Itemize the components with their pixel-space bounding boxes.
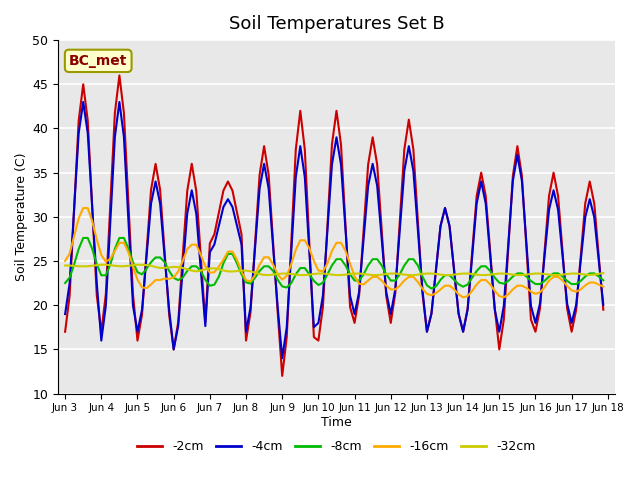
-2cm	[441, 205, 449, 211]
-32cm	[600, 270, 607, 276]
-4cm	[441, 205, 449, 211]
Line: -32cm: -32cm	[65, 264, 604, 275]
-8cm	[591, 271, 598, 276]
-2cm	[61, 329, 69, 335]
X-axis label: Time: Time	[321, 416, 352, 429]
-8cm	[428, 286, 435, 291]
Line: -2cm: -2cm	[65, 75, 604, 376]
-32cm	[591, 272, 598, 277]
-2cm	[211, 231, 218, 237]
-4cm	[369, 161, 376, 167]
-16cm	[591, 280, 598, 286]
-16cm	[460, 294, 467, 300]
-2cm	[369, 134, 376, 140]
Y-axis label: Soil Temperature (C): Soil Temperature (C)	[15, 153, 28, 281]
-8cm	[179, 275, 186, 280]
-16cm	[495, 293, 503, 299]
-4cm	[600, 302, 607, 308]
-2cm	[600, 307, 607, 312]
-32cm	[265, 272, 273, 278]
-2cm	[495, 347, 503, 352]
-8cm	[211, 282, 218, 288]
-32cm	[211, 265, 218, 271]
-8cm	[495, 280, 503, 286]
-2cm	[591, 201, 598, 206]
Line: -4cm: -4cm	[65, 102, 604, 358]
-8cm	[79, 235, 87, 241]
-8cm	[61, 280, 69, 286]
-32cm	[97, 262, 105, 267]
-32cm	[61, 263, 69, 268]
Title: Soil Temperatures Set B: Soil Temperatures Set B	[228, 15, 444, 33]
-4cm	[179, 267, 186, 273]
-16cm	[211, 269, 218, 275]
-16cm	[79, 205, 87, 211]
-16cm	[179, 258, 186, 264]
Legend: -2cm, -4cm, -8cm, -16cm, -32cm: -2cm, -4cm, -8cm, -16cm, -32cm	[132, 435, 541, 458]
-4cm	[495, 329, 503, 335]
-16cm	[364, 277, 372, 283]
-8cm	[600, 277, 607, 283]
-16cm	[436, 287, 444, 292]
-4cm	[79, 99, 87, 105]
-2cm	[278, 373, 286, 379]
-2cm	[116, 72, 124, 78]
Text: BC_met: BC_met	[69, 54, 127, 68]
-16cm	[600, 284, 607, 289]
-4cm	[61, 311, 69, 317]
-2cm	[179, 254, 186, 260]
-4cm	[278, 355, 286, 361]
-32cm	[179, 265, 186, 271]
-4cm	[591, 215, 598, 220]
Line: -16cm: -16cm	[65, 208, 604, 297]
-8cm	[441, 272, 449, 278]
-16cm	[61, 258, 69, 264]
-8cm	[364, 263, 372, 268]
-32cm	[495, 271, 503, 276]
-32cm	[441, 272, 449, 278]
Line: -8cm: -8cm	[65, 238, 604, 288]
-32cm	[369, 272, 376, 278]
-4cm	[211, 241, 218, 247]
